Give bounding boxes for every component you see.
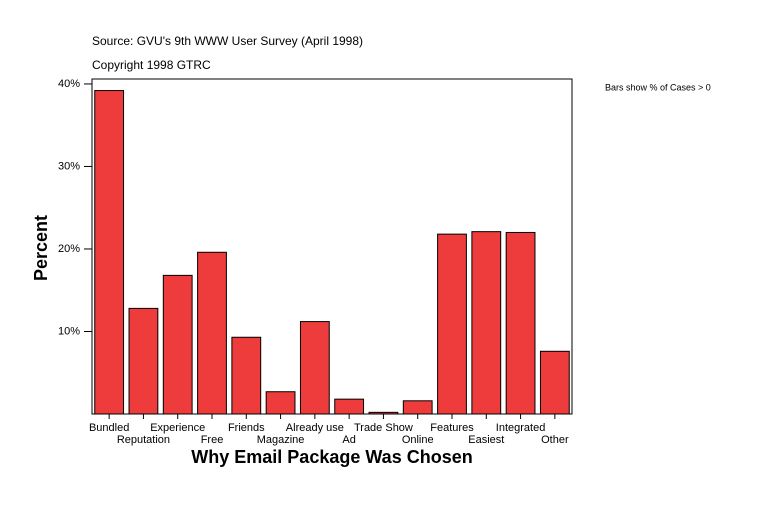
bar [197, 251, 227, 415]
x-tick-label: Integrated [496, 422, 546, 434]
copyright: Copyright 1998 GTRC [92, 58, 211, 72]
x-tick-label: Reputation [117, 434, 170, 446]
note: Bars show % of Cases > 0 [605, 82, 711, 92]
x-tick-label: Bundled [89, 422, 129, 434]
y-tick-label: 30% [58, 160, 80, 172]
bar [299, 321, 330, 415]
bar [402, 400, 433, 415]
x-tick-label: Easiest [468, 434, 504, 446]
x-tick-label: Ad [342, 434, 355, 446]
bar [368, 411, 399, 415]
x-tick-label: Features [430, 422, 474, 434]
bar [231, 336, 262, 415]
x-tick-label: Free [201, 434, 224, 446]
plot-frame [91, 78, 573, 415]
y-tick-label: 20% [58, 243, 80, 255]
x-tick-label: Trade Show [354, 422, 413, 434]
bar [94, 90, 125, 415]
bar [539, 350, 570, 415]
x-tick-label: Friends [228, 422, 265, 434]
x-tick-label: Magazine [257, 434, 305, 446]
bar [265, 391, 296, 415]
x-tick-label: Already use [286, 422, 344, 434]
bar [128, 307, 159, 415]
bar [162, 274, 193, 415]
y-tick-label: 40% [58, 78, 80, 90]
bar [505, 231, 536, 415]
x-axis-label: Why Email Package Was Chosen [191, 447, 472, 467]
bar [471, 231, 502, 415]
x-tick-label: Experience [150, 422, 205, 434]
source: Source: GVU's 9th WWW User Survey (April… [92, 34, 363, 48]
bar [334, 398, 365, 415]
y-tick-label: 10% [58, 325, 80, 337]
y-axis-label: Percent [31, 215, 51, 281]
x-tick-label: Other [541, 434, 569, 446]
bar [437, 233, 467, 415]
x-tick-label: Online [402, 434, 434, 446]
